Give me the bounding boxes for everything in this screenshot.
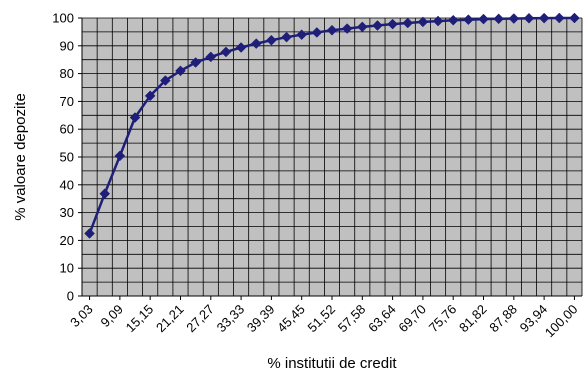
- y-tick-label: 80: [60, 66, 74, 81]
- x-tick-label: 9,09: [97, 302, 126, 331]
- data-point: [341, 23, 353, 34]
- data-point: [220, 46, 232, 58]
- data-point: [250, 38, 262, 49]
- data-point: [190, 57, 201, 68]
- y-tick-label: 70: [60, 94, 74, 109]
- x-tick-label: 3,03: [67, 302, 96, 331]
- data-point: [356, 21, 368, 33]
- x-axis-title: % institutii de credit: [267, 355, 397, 372]
- data-point: [478, 13, 489, 25]
- data-point: [281, 31, 292, 43]
- data-point: [99, 188, 111, 200]
- data-point: [175, 65, 186, 77]
- data-point: [159, 75, 171, 86]
- y-tick-labels: 0 10 20 30 40 50 60 70 80 90 100: [52, 11, 74, 304]
- y-tick-label: 50: [60, 150, 74, 165]
- data-point: [326, 24, 338, 36]
- data-point: [493, 13, 505, 25]
- x-tick-label: 81,82: [456, 302, 490, 336]
- data-point: [523, 12, 535, 24]
- x-tick-label: 39,39: [244, 302, 278, 336]
- x-tick-label: 75,76: [426, 302, 460, 336]
- y-tick-label: 20: [60, 233, 74, 248]
- y-axis-title: % valoare depozite: [12, 93, 29, 221]
- data-point: [402, 17, 414, 29]
- y-tick-label: 100: [52, 11, 74, 26]
- data-point: [417, 16, 429, 28]
- x-tick-label: 27,27: [183, 302, 217, 336]
- x-tick-label: 100,00: [542, 302, 581, 341]
- data-point: [569, 12, 580, 24]
- data-point: [235, 42, 247, 53]
- data-point: [311, 27, 323, 38]
- x-tick-label: 15,15: [123, 302, 157, 336]
- x-tick-label: 51,52: [305, 302, 339, 336]
- x-tick-label: 87,88: [486, 302, 520, 336]
- y-tick-label: 40: [60, 177, 74, 192]
- data-point: [508, 13, 520, 24]
- data-point: [114, 150, 126, 162]
- x-tick-label: 63,64: [365, 302, 399, 336]
- data-point: [144, 90, 156, 102]
- data-point: [432, 15, 444, 27]
- data-point: [447, 14, 459, 26]
- x-tick-label: 69,70: [395, 302, 429, 336]
- x-tick-labels: 3,03 9,0915,1521,2127,2733,3339,3945,4551…: [67, 302, 580, 341]
- axes: [78, 17, 582, 300]
- data-point: [538, 12, 550, 24]
- data-point: [387, 18, 398, 30]
- x-tick-label: 57,58: [335, 302, 369, 336]
- data-point: [553, 12, 565, 24]
- x-tick-label: 21,21: [153, 302, 187, 336]
- y-tick-label: 10: [60, 261, 74, 276]
- data-point: [266, 34, 277, 46]
- data-point: [296, 29, 308, 41]
- y-tick-label: 60: [60, 122, 74, 137]
- data-point: [129, 112, 141, 123]
- data-point: [372, 20, 383, 31]
- x-tick-label: 45,45: [274, 302, 308, 336]
- data-point: [463, 14, 474, 26]
- grid: [81, 17, 583, 297]
- x-tick-label: 33,33: [214, 302, 248, 336]
- y-tick-label: 90: [60, 38, 74, 53]
- data-point: [205, 51, 217, 63]
- series: [84, 12, 580, 239]
- data-point: [84, 228, 95, 239]
- y-tick-label: 30: [60, 205, 74, 220]
- y-tick-label: 0: [67, 289, 74, 304]
